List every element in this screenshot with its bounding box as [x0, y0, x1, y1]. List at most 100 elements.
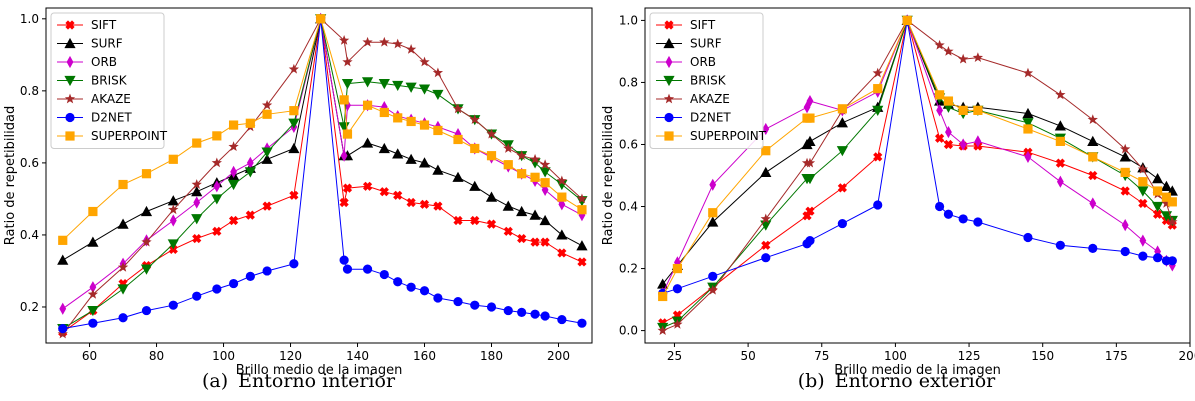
chart-a-point-sift [393, 190, 403, 200]
chart-a-point-superpoint [245, 118, 255, 128]
chart-a-point-akaze [228, 141, 239, 152]
chart-a-xtick-label: 120 [279, 349, 302, 363]
chart-a-point-orb [246, 156, 254, 169]
chart-a-point-d2net [58, 323, 68, 334]
chart-b-plot-frame [644, 7, 1191, 344]
chart-a-xtick-label: 100 [212, 349, 235, 363]
chart-b-point-orb [709, 178, 717, 191]
chart-b-x-axis-label: Brillo medio de la imagen [834, 363, 1001, 378]
chart-a-point-surf [392, 148, 404, 159]
chart-b-point-d2net [1120, 246, 1130, 257]
chart-a-point-superpoint [577, 205, 587, 215]
chart-b-ytick-label: 0.2 [619, 262, 638, 276]
chart-b-point-akaze [972, 52, 984, 62]
chart-a-point-akaze [405, 44, 417, 54]
chart-b-point-brisk [1137, 186, 1149, 197]
chart-b-point-superpoint [958, 105, 968, 115]
caption-a-text: Entorno interior [238, 370, 396, 392]
chart-a-point-sift [557, 248, 567, 258]
chart-b-ytick-label: 0.8 [619, 75, 638, 89]
chart-b-point-surf [804, 135, 816, 146]
chart-a-point-akaze [379, 36, 390, 47]
chart-a-point-akaze [486, 128, 497, 139]
chart-b-xtick-label: 25 [667, 349, 682, 363]
chart-a-point-d2net [406, 282, 416, 292]
chart-b-legend-box [649, 12, 764, 149]
chart-a-point-akaze [211, 157, 222, 168]
chart-a-point-d2net [486, 302, 497, 312]
chart-b-point-superpoint [1120, 167, 1130, 177]
chart-a-point-d2net [245, 271, 255, 281]
chart-a-point-d2net [88, 318, 98, 328]
chart-a-point-brisk [117, 284, 129, 295]
chart-b-legend-label-akaze: AKAZE [690, 92, 730, 106]
chart-b-point-superpoint [805, 113, 815, 123]
chart-a-point-superpoint [339, 95, 349, 105]
chart-b-point-sift [934, 133, 945, 143]
chart-a-point-brisk [261, 147, 273, 158]
chart-a-point-brisk [418, 84, 431, 95]
chart-b-point-orb [974, 135, 982, 148]
chart-b-legend-label-d2net: D2NET [690, 111, 731, 125]
chart-a-legend-marker-sift [65, 20, 75, 30]
chart-a-point-d2net [168, 300, 178, 310]
chart-b-point-d2net [1023, 232, 1033, 243]
chart-b-point-superpoint [1088, 152, 1098, 162]
chart-a-legend-marker-orb [66, 55, 74, 69]
chart-b-point-superpoint [934, 90, 945, 100]
chart-b-point-sift [837, 183, 847, 193]
chart-a-point-d2net [530, 309, 540, 319]
chart-a-point-akaze [288, 63, 300, 74]
chart-b-point-akaze [1087, 114, 1098, 125]
chart-a-point-surf [469, 180, 481, 191]
chart-b-point-brisk [836, 146, 848, 157]
chart-b-point-akaze [1161, 198, 1172, 208]
chart-a-point-sift [212, 226, 222, 236]
chart-b-legend: SIFT SURF ORB BRISK AKAZE D2NET SUPERPOINT [649, 12, 767, 149]
chart-a-point-sift [379, 187, 389, 197]
chart-b-point-akaze [958, 53, 969, 64]
chart-b-point-sift [1055, 158, 1065, 168]
chart-a-point-akaze [362, 36, 373, 47]
chart-a-point-sift [339, 197, 349, 208]
chart-a-legend-label-brisk: BRISK [91, 74, 128, 88]
chart-a-point-superpoint [453, 134, 463, 145]
chart-a-point-d2net [419, 286, 430, 296]
chart-a-ytick-label: 0.6 [20, 156, 39, 170]
chart-b-point-superpoint [943, 96, 954, 106]
chart-a-point-brisk [556, 179, 568, 191]
caption-b-text: Entorno exterior [834, 370, 996, 392]
chart-a-point-superpoint [530, 172, 540, 182]
chart-b-point-orb [674, 256, 681, 269]
chart-b-point-akaze [804, 157, 816, 168]
chart-b-ytick-label: 0.4 [619, 200, 638, 214]
chart-b-point-d2net [1088, 243, 1098, 253]
chart-b-point-superpoint [1055, 136, 1065, 146]
chart-a-point-akaze [168, 204, 179, 215]
chart-a-point-akaze [539, 159, 551, 170]
chart-a-point-superpoint [141, 169, 152, 179]
chart-a-point-superpoint [289, 106, 299, 116]
chart-b-point-surf [1151, 173, 1164, 184]
chart-a-point-akaze [338, 35, 350, 45]
chart-b-svg: 25 50 75 100 125 150 175 200 0.0 0.2 0.4 0.6 0.8 1.0 B… [601, 7, 1195, 378]
chart-a-point-surf [539, 214, 551, 226]
chart-a-point-brisk [211, 194, 223, 205]
chart-a-point-surf [117, 218, 129, 229]
chart-a-point-akaze [503, 143, 514, 153]
chart-a-xtick-label: 140 [346, 349, 369, 363]
chart-a-ytick-label: 0.4 [20, 228, 39, 242]
chart-a-point-d2net [141, 305, 152, 316]
chart-a-point-superpoint [88, 206, 98, 217]
chart-b-point-superpoint [1167, 197, 1177, 207]
chart-a-point-d2net [557, 314, 567, 325]
chart-b-point-d2net [1055, 240, 1065, 250]
chart-a-point-surf [191, 186, 203, 197]
chart-a-point-sift [192, 233, 202, 244]
chart-a-point-superpoint [212, 131, 222, 141]
chart-a-point-superpoint [118, 179, 128, 190]
chart-a-point-surf [261, 153, 273, 164]
chart-b-point-akaze [943, 46, 954, 56]
chart-b-point-akaze [672, 318, 683, 329]
chart-a-point-akaze [117, 261, 129, 272]
